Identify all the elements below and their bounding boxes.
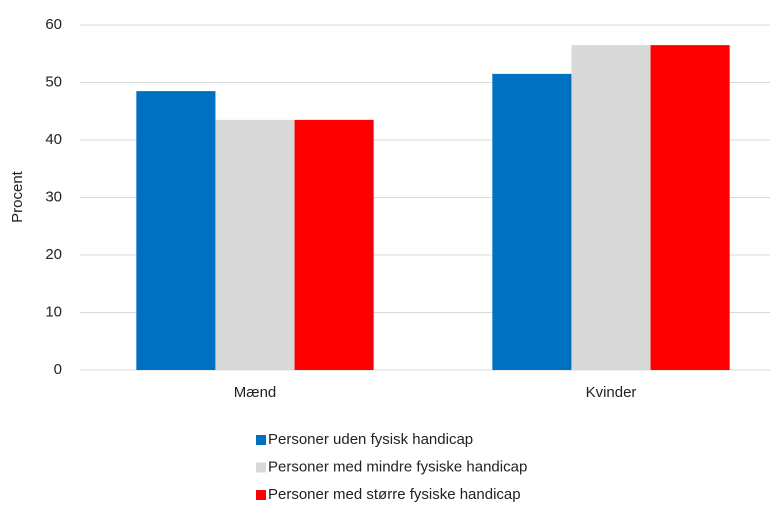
bar (294, 119, 374, 370)
bar (492, 73, 572, 370)
y-tick-label: 10 (45, 303, 62, 320)
bar (215, 119, 295, 370)
legend-swatch (256, 462, 266, 473)
bar (136, 91, 216, 370)
x-tick-label: Kvinder (586, 384, 637, 401)
y-axis-label: Procent (9, 170, 26, 223)
y-tick-label: 40 (45, 131, 62, 148)
y-tick-label: 50 (45, 73, 62, 90)
legend-swatch (256, 490, 266, 500)
legend-label: Personer uden fysisk handicap (268, 431, 473, 448)
legend-swatch (256, 435, 266, 445)
y-tick-label: 0 (54, 361, 62, 378)
bar (571, 45, 651, 370)
y-tick-label: 60 (45, 16, 62, 33)
legend-label: Personer med større fysiske handicap (268, 486, 521, 503)
y-tick-label: 20 (45, 246, 62, 263)
bar (650, 45, 730, 370)
x-tick-label: Mænd (234, 384, 277, 401)
legend-label: Personer med mindre fysiske handicap (268, 458, 527, 475)
y-tick-label: 30 (45, 188, 62, 205)
